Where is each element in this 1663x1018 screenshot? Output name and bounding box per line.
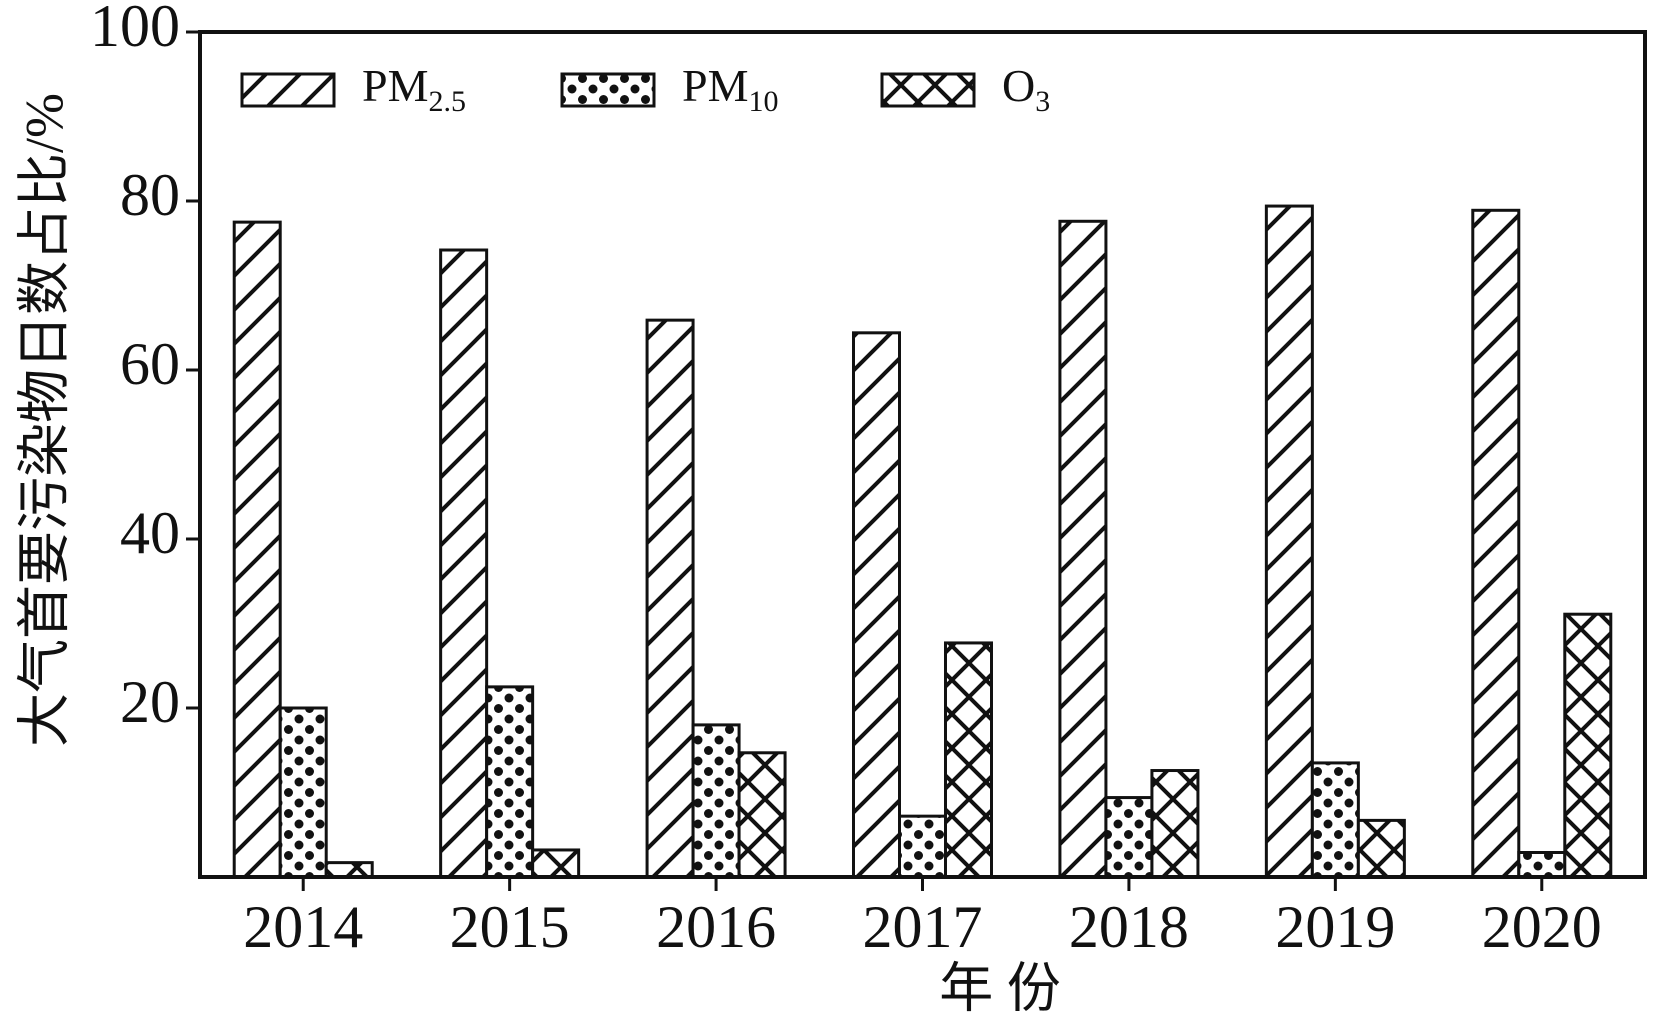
plot-frame: [198, 30, 1647, 879]
bar: [691, 723, 741, 879]
bar: [324, 861, 374, 879]
x-axis-label: 年 份: [939, 958, 1061, 1018]
bar: [531, 848, 581, 879]
bar: [485, 685, 535, 879]
bar: [1471, 208, 1521, 879]
legend-label: PM10: [682, 60, 778, 118]
bar: [1104, 796, 1154, 879]
legend-swatch: [880, 72, 976, 108]
bar: [439, 248, 489, 879]
bar: [1058, 219, 1108, 879]
x-tick-label: 2014: [243, 894, 363, 960]
bar: [645, 318, 695, 879]
y-tick-label: 100: [90, 0, 180, 59]
legend-label: PM2.5: [362, 60, 466, 118]
bar: [852, 331, 901, 879]
x-tick-label: 2018: [1069, 894, 1189, 960]
x-tick-label: 2020: [1482, 894, 1602, 960]
bar: [1150, 769, 1200, 879]
x-tick-label: 2019: [1275, 894, 1395, 960]
legend-label: O3: [1002, 60, 1050, 118]
bar: [944, 641, 993, 879]
y-axis-label: 大气首要污染物日数占比/%: [14, 93, 74, 747]
y-tick-label: 40: [120, 500, 180, 566]
y-tick-label: 60: [120, 331, 180, 397]
x-tick-label: 2015: [450, 894, 570, 960]
bar: [1264, 204, 1314, 879]
bar: [898, 814, 947, 879]
bar: [1356, 818, 1406, 879]
y-tick-label: 20: [120, 669, 180, 735]
legend-swatch: [240, 72, 336, 108]
x-tick-label: 2017: [863, 894, 983, 960]
x-tick-label: 2016: [656, 894, 776, 960]
bar: [1563, 612, 1613, 879]
bar: [1517, 850, 1567, 879]
bar: [232, 220, 282, 879]
bar: [737, 751, 787, 879]
legend-swatch: [560, 72, 656, 108]
y-tick-label: 80: [120, 162, 180, 228]
bar: [278, 706, 328, 879]
bar: [1310, 761, 1360, 879]
